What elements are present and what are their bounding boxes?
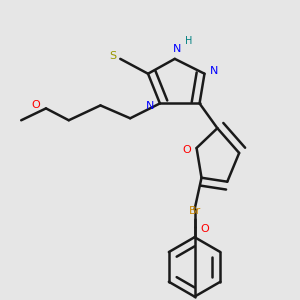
Text: S: S: [109, 51, 116, 61]
Text: H: H: [185, 36, 192, 46]
Text: Br: Br: [188, 206, 201, 216]
Text: N: N: [172, 44, 181, 54]
Text: O: O: [200, 224, 209, 234]
Text: N: N: [210, 66, 219, 76]
Text: O: O: [182, 145, 191, 155]
Text: O: O: [32, 100, 40, 110]
Text: N: N: [146, 101, 154, 111]
